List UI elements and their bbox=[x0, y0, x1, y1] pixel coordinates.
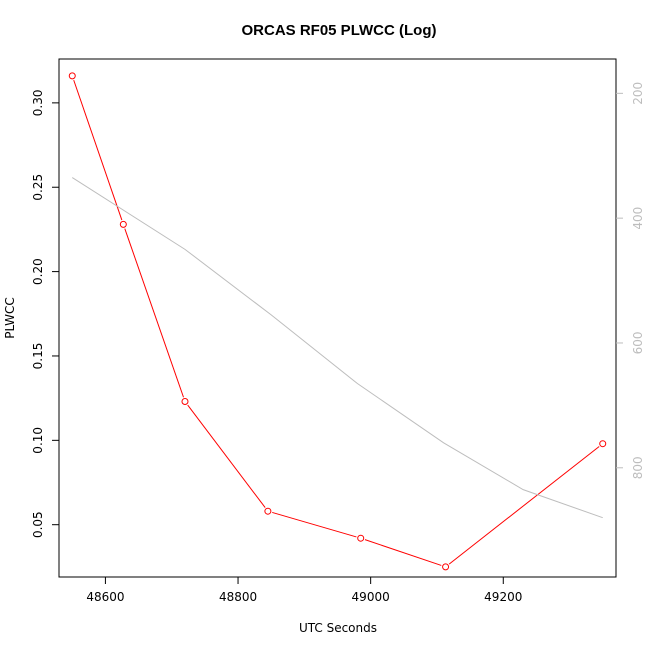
series-0-point-0 bbox=[68, 72, 76, 80]
series-0-segment-3 bbox=[272, 511, 357, 538]
x-tick-label-1: 48800 bbox=[219, 590, 257, 604]
series-0-segment-1 bbox=[124, 228, 184, 398]
y-tick-label-4: 0.25 bbox=[31, 174, 45, 201]
y2-tick-label-0: 200 bbox=[631, 82, 645, 105]
series-layer bbox=[68, 72, 607, 571]
series-1-line bbox=[71, 177, 603, 519]
y-axis: 0.05 0.10 0.15 0.20 0.25 0.30 bbox=[31, 90, 59, 538]
y-tick-label-2: 0.15 bbox=[31, 343, 45, 370]
y2-tick-label-1: 400 bbox=[631, 207, 645, 230]
x-axis: 48600 48800 49000 49200 bbox=[86, 577, 522, 604]
series-0-segment-0 bbox=[73, 79, 123, 221]
y2-tick-label-2: 600 bbox=[631, 332, 645, 355]
chart-title: ORCAS RF05 PLWCC (Log) bbox=[242, 22, 437, 39]
plot-frame bbox=[58, 58, 617, 578]
series-0-point-4 bbox=[357, 534, 365, 542]
series-0-point-1 bbox=[119, 220, 127, 228]
y2-tick-label-3: 800 bbox=[631, 456, 645, 479]
series-0-point-5 bbox=[442, 563, 450, 571]
series-0-point-2 bbox=[181, 398, 189, 406]
series-0-point-3 bbox=[264, 507, 272, 515]
secondary-y-axis: 200 400 600 800 bbox=[616, 82, 645, 479]
x-tick-label-2: 49000 bbox=[352, 590, 390, 604]
series-0-segment-2 bbox=[187, 404, 266, 508]
series-0-segment-5 bbox=[448, 446, 600, 565]
series-0-segment-4 bbox=[364, 539, 442, 566]
y-tick-label-5: 0.30 bbox=[31, 90, 45, 117]
x-axis-label: UTC Seconds bbox=[299, 621, 377, 635]
y-tick-label-0: 0.05 bbox=[31, 511, 45, 538]
y-tick-label-1: 0.10 bbox=[31, 427, 45, 454]
x-tick-label-3: 49200 bbox=[484, 590, 522, 604]
x-tick-label-0: 48600 bbox=[86, 590, 124, 604]
series-0-point-6 bbox=[599, 440, 607, 448]
y-axis-label: PLWCC bbox=[3, 297, 17, 338]
y-tick-label-3: 0.20 bbox=[31, 258, 45, 285]
